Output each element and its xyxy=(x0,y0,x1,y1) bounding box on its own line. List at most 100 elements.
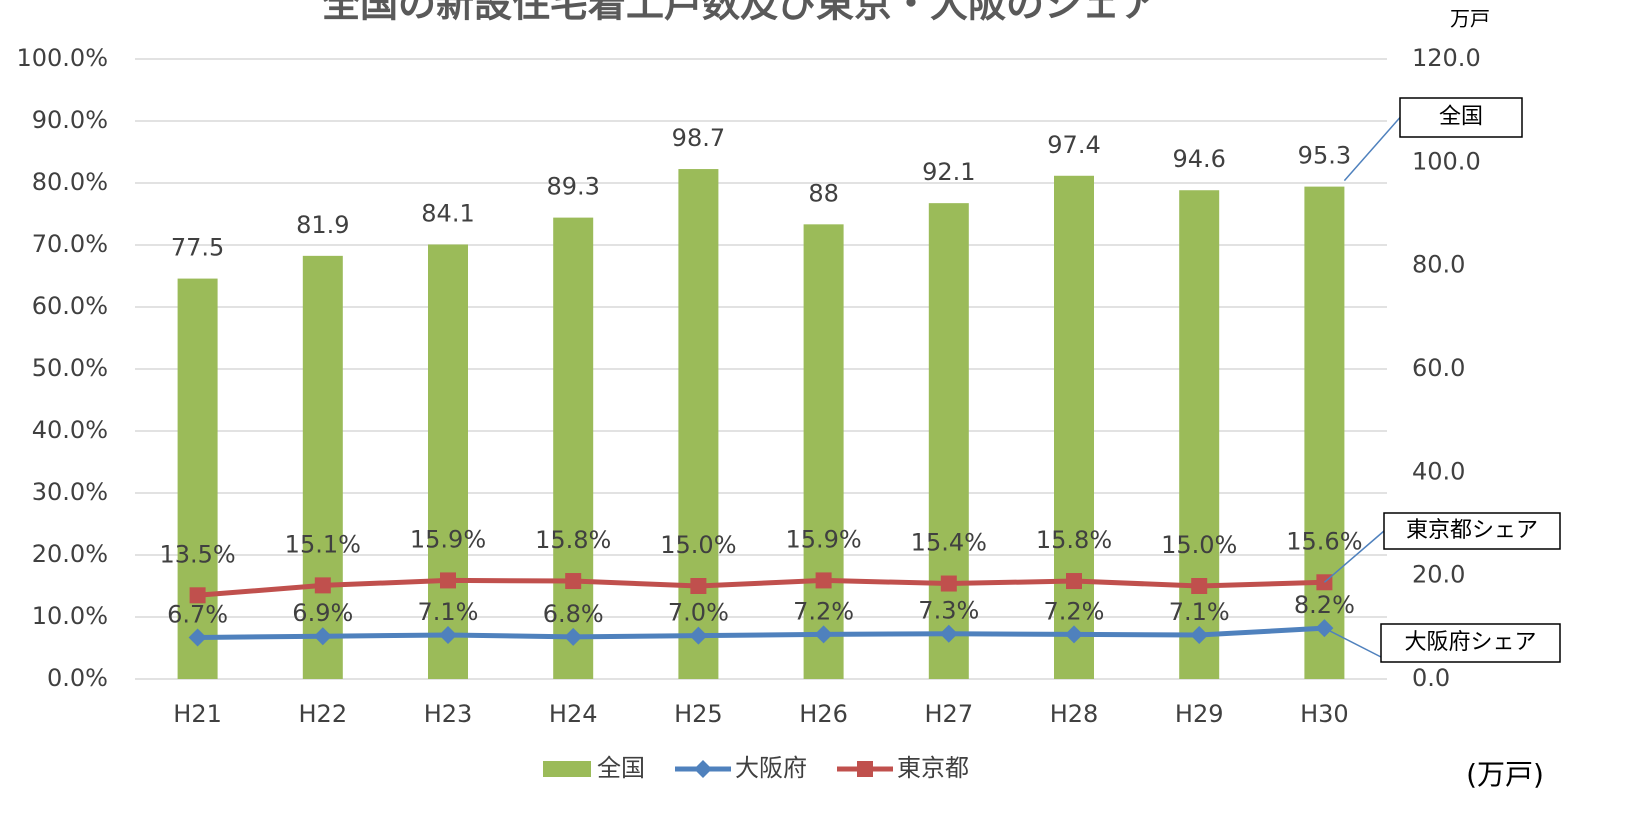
data-label: 7.2% xyxy=(1044,597,1105,625)
data-label: 15.0% xyxy=(1161,531,1237,559)
marker xyxy=(940,575,957,592)
legend-label: 東京都 xyxy=(897,754,969,782)
marker xyxy=(189,587,206,604)
bar xyxy=(928,203,969,679)
legend-marker xyxy=(857,761,873,777)
bar xyxy=(302,255,343,679)
y-tick-label: 70.0% xyxy=(32,230,108,258)
bar xyxy=(553,217,594,679)
y-tick-label: 100.0% xyxy=(16,44,108,72)
data-label: 8.2% xyxy=(1294,591,1355,619)
marker xyxy=(440,572,456,589)
y2-unit: 万戸 xyxy=(1450,7,1490,31)
marker xyxy=(188,628,207,647)
marker xyxy=(690,578,707,594)
data-label: 94.6 xyxy=(1172,145,1225,173)
marker xyxy=(314,577,331,594)
callout-box xyxy=(1380,623,1561,663)
data-label: 7.2% xyxy=(793,597,854,625)
data-label: 15.0% xyxy=(660,531,736,559)
marker xyxy=(564,627,583,646)
data-label: 13.5% xyxy=(159,540,235,568)
callout-label: 大阪府シェア xyxy=(1404,630,1536,655)
data-label: 15.9% xyxy=(410,525,486,553)
data-label: 6.7% xyxy=(167,600,228,628)
chart-title: 全国の新設住宅着工戸数及び東京・大阪のシェア xyxy=(321,0,1158,26)
callout-label: 全国 xyxy=(1439,105,1483,130)
legend-label: 全国 xyxy=(597,754,645,782)
marker xyxy=(313,627,332,646)
bar xyxy=(678,169,719,680)
data-label: 7.1% xyxy=(418,598,479,626)
marker xyxy=(1065,625,1083,644)
y2-tick-label: 60.0 xyxy=(1412,354,1465,382)
data-label: 95.3 xyxy=(1298,142,1351,170)
data-label: 6.8% xyxy=(543,600,604,628)
bar xyxy=(177,278,218,679)
marker xyxy=(815,572,832,589)
bar xyxy=(1304,186,1345,679)
marker xyxy=(814,625,833,644)
marker xyxy=(1190,625,1209,644)
y-tick-label: 40.0% xyxy=(32,416,108,444)
data-label: 7.1% xyxy=(1169,598,1230,626)
bar xyxy=(803,224,844,680)
marker xyxy=(565,573,582,590)
data-label: 15.8% xyxy=(1036,526,1112,554)
data-label: 15.9% xyxy=(785,525,861,553)
line xyxy=(197,577,1325,598)
data-label: 6.9% xyxy=(292,599,353,627)
callout-leader xyxy=(1323,530,1385,583)
data-label: 97.4 xyxy=(1047,131,1100,159)
x-tick-label: H24 xyxy=(549,700,598,728)
y2-tick-label: 40.0 xyxy=(1412,457,1465,485)
x-tick-label: H30 xyxy=(1300,700,1349,728)
data-label: 15.4% xyxy=(911,529,987,557)
y2-tick-label: 0.0 xyxy=(1412,664,1450,692)
callout-box xyxy=(1399,97,1523,138)
data-label: 81.9 xyxy=(296,211,349,239)
y-tick-label: 90.0% xyxy=(32,106,108,134)
marker xyxy=(1066,573,1082,590)
callout-label: 東京都シェア xyxy=(1406,518,1538,543)
y2-tick-label: 100.0 xyxy=(1412,147,1481,175)
data-label: 88 xyxy=(808,179,839,207)
x-tick-label: H21 xyxy=(173,700,222,728)
unit-note: (万戸) xyxy=(1466,758,1544,791)
y-tick-label: 80.0% xyxy=(32,168,108,196)
y-tick-label: 20.0% xyxy=(32,540,108,568)
callout-leader xyxy=(1343,117,1401,182)
data-label: 15.1% xyxy=(285,530,361,558)
y-tick-label: 50.0% xyxy=(32,354,108,382)
data-label: 7.3% xyxy=(918,597,979,625)
data-label: 92.1 xyxy=(922,158,975,186)
bar xyxy=(1179,190,1220,679)
marker xyxy=(1191,578,1208,594)
line xyxy=(197,625,1325,640)
x-tick-label: H29 xyxy=(1175,700,1224,728)
x-tick-label: H22 xyxy=(299,700,348,728)
y-tick-label: 0.0% xyxy=(47,664,108,692)
callout-leader xyxy=(1324,627,1382,658)
x-tick-label: H25 xyxy=(674,700,723,728)
y2-tick-label: 20.0 xyxy=(1412,561,1465,589)
legend-marker xyxy=(694,760,712,778)
x-tick-label: H26 xyxy=(799,700,848,728)
data-label: 15.8% xyxy=(535,526,611,554)
data-label: 7.0% xyxy=(668,599,729,627)
y-tick-label: 10.0% xyxy=(32,602,108,630)
y2-tick-label: 80.0 xyxy=(1412,251,1465,279)
bar xyxy=(1054,175,1094,679)
x-tick-label: H27 xyxy=(925,700,974,728)
data-label: 84.1 xyxy=(421,199,474,227)
marker xyxy=(939,624,958,643)
marker xyxy=(689,626,708,645)
callout-box xyxy=(1383,512,1561,550)
x-tick-label: H28 xyxy=(1050,700,1099,728)
data-label: 77.5 xyxy=(171,234,224,262)
y2-tick-label: 120.0 xyxy=(1412,44,1481,72)
x-tick-label: H23 xyxy=(424,700,473,728)
data-label: 89.3 xyxy=(546,173,599,201)
